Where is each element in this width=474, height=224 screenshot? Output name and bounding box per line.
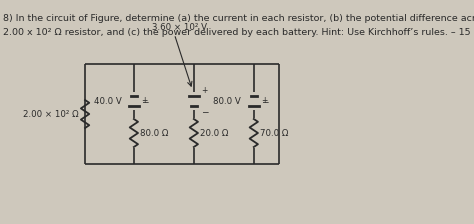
Text: 2.00 × 10² Ω: 2.00 × 10² Ω: [23, 110, 79, 118]
Text: 20.0 Ω: 20.0 Ω: [200, 129, 228, 138]
Text: 40.0 V: 40.0 V: [93, 97, 121, 106]
Text: +: +: [201, 86, 207, 95]
Text: +: +: [261, 96, 267, 105]
Text: 8) In the circuit of Figure, determine (a) the current in each resistor, (b) the: 8) In the circuit of Figure, determine (…: [3, 14, 474, 23]
Text: 80.0 V: 80.0 V: [213, 97, 241, 106]
Text: 2.00 x 10² Ω resistor, and (c) the power delivered by each battery. Hint: Use Ki: 2.00 x 10² Ω resistor, and (c) the power…: [3, 28, 474, 37]
Text: +: +: [141, 96, 147, 105]
Text: −: −: [141, 97, 148, 106]
Text: 3.60 × 10² V: 3.60 × 10² V: [152, 23, 208, 32]
Text: 70.0 Ω: 70.0 Ω: [260, 129, 289, 138]
Text: −: −: [201, 107, 208, 116]
Text: −: −: [261, 97, 268, 106]
Text: 80.0 Ω: 80.0 Ω: [140, 129, 169, 138]
